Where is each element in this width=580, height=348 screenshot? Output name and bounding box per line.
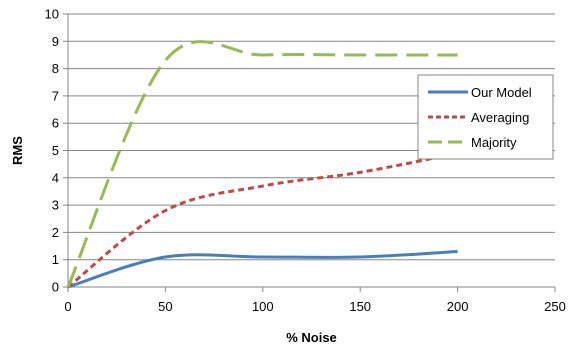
- y-tick-label: 1: [52, 252, 59, 267]
- x-tick-label: 250: [544, 299, 566, 314]
- legend: Our Model Averaging Majority: [417, 74, 554, 160]
- y-axis-title: RMS: [10, 136, 25, 165]
- x-axis-title: % Noise: [286, 330, 337, 345]
- x-tick-label: 150: [349, 299, 371, 314]
- y-tick-label: 2: [52, 225, 59, 240]
- y-tick-label: 7: [52, 88, 59, 103]
- x-tick-label: 0: [64, 299, 71, 314]
- legend-label: Majority: [471, 135, 517, 150]
- y-tick-label: 8: [52, 61, 59, 76]
- y-tick-label: 5: [52, 143, 59, 158]
- y-tick-label: 3: [52, 198, 59, 213]
- y-tick-label: 6: [52, 116, 59, 131]
- series-lines: [66, 40, 458, 289]
- x-tick-label: 200: [447, 299, 469, 314]
- y-tick-labels: 0 1 2 3 4 5 6 7 8 9 10: [45, 7, 59, 295]
- x-tick-label: 50: [158, 299, 172, 314]
- legend-label: Our Model: [471, 85, 532, 100]
- y-tick-label: 4: [52, 170, 59, 185]
- legend-label: Averaging: [471, 110, 529, 125]
- y-tick-label: 9: [52, 34, 59, 49]
- x-tick-label: 100: [252, 299, 274, 314]
- y-tick-label: 10: [45, 7, 59, 22]
- series-line-our-model: [67, 250, 458, 289]
- series-line-averaging: [67, 151, 458, 289]
- series-line-majority: [66, 40, 458, 288]
- axes: [67, 14, 556, 292]
- x-tick-labels: 0 50 100 150 200 250: [64, 299, 565, 314]
- y-tick-label: 0: [52, 280, 59, 295]
